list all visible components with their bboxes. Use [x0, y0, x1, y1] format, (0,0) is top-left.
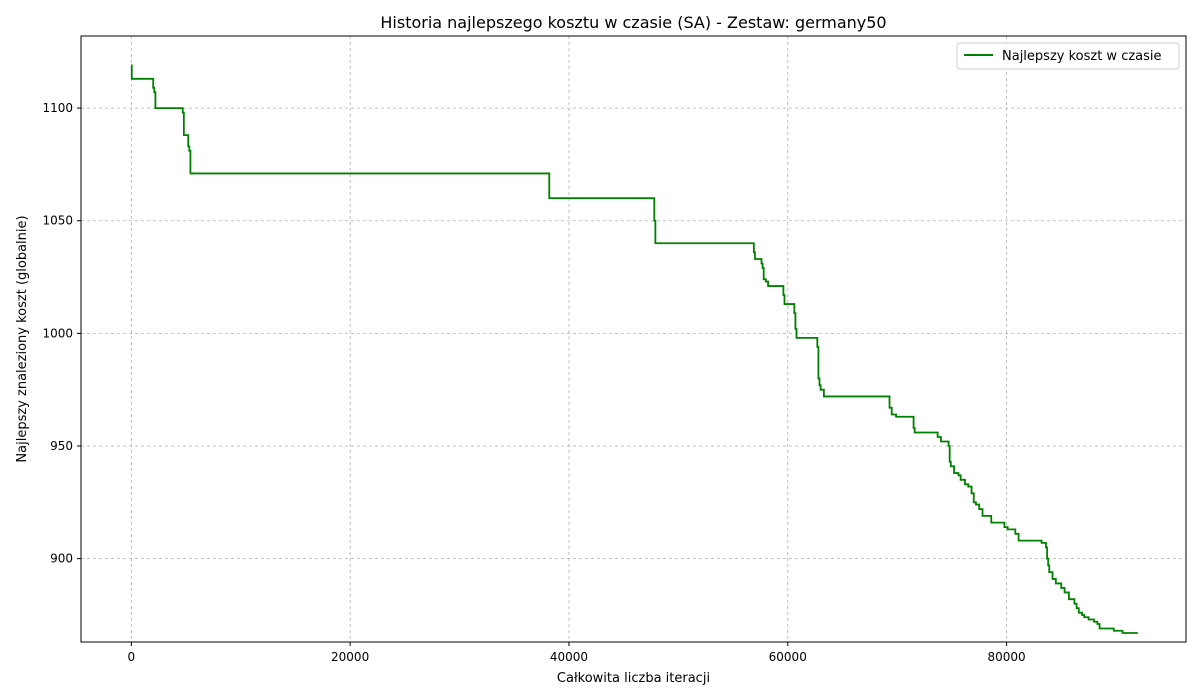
- x-tick-label: 60000: [769, 650, 807, 664]
- y-axis-label: Najlepszy znaleziony koszt (globalnie): [15, 215, 30, 462]
- y-tick-label: 1100: [42, 101, 73, 115]
- x-tick-label: 40000: [550, 650, 588, 664]
- y-tick-label: 1000: [42, 326, 73, 340]
- grid: [81, 36, 1186, 642]
- y-tick-label: 950: [50, 439, 73, 453]
- x-tick-label: 80000: [987, 650, 1025, 664]
- x-axis-label: Całkowita liczba iteracji: [557, 671, 710, 686]
- y-tick-label: 900: [50, 552, 73, 566]
- y-tick-label: 1050: [42, 214, 73, 228]
- ticks: 0 20000 40000 60000 80000 900 950 1000 1050 1100: [42, 101, 1025, 664]
- plot-area: [81, 36, 1186, 642]
- legend-box: [956, 42, 1180, 70]
- series-layer: [130, 64, 1138, 634]
- x-tick-label: 0: [128, 650, 136, 664]
- chart-title: Historia najlepszego kosztu w czasie (SA…: [380, 13, 886, 32]
- series-line: [130, 64, 1138, 634]
- legend-label: Najlepszy koszt w czasie: [1002, 49, 1162, 64]
- legend: Najlepszy koszt w czasie: [956, 42, 1180, 70]
- plot-frame: [80, 35, 1187, 643]
- x-tick-label: 20000: [331, 650, 369, 664]
